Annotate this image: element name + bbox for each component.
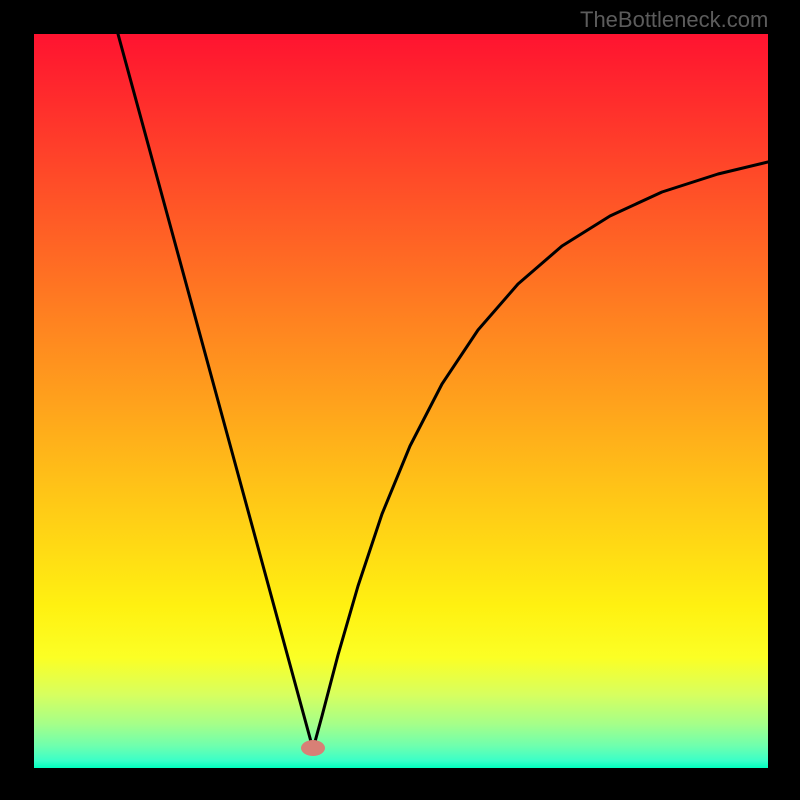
plot-area — [34, 34, 768, 768]
watermark-text: TheBottleneck.com — [580, 7, 768, 33]
bottleneck-curve — [34, 34, 768, 768]
chart-container: TheBottleneck.com — [0, 0, 800, 800]
curve-polyline — [118, 34, 768, 749]
optimal-point-marker — [301, 740, 325, 756]
